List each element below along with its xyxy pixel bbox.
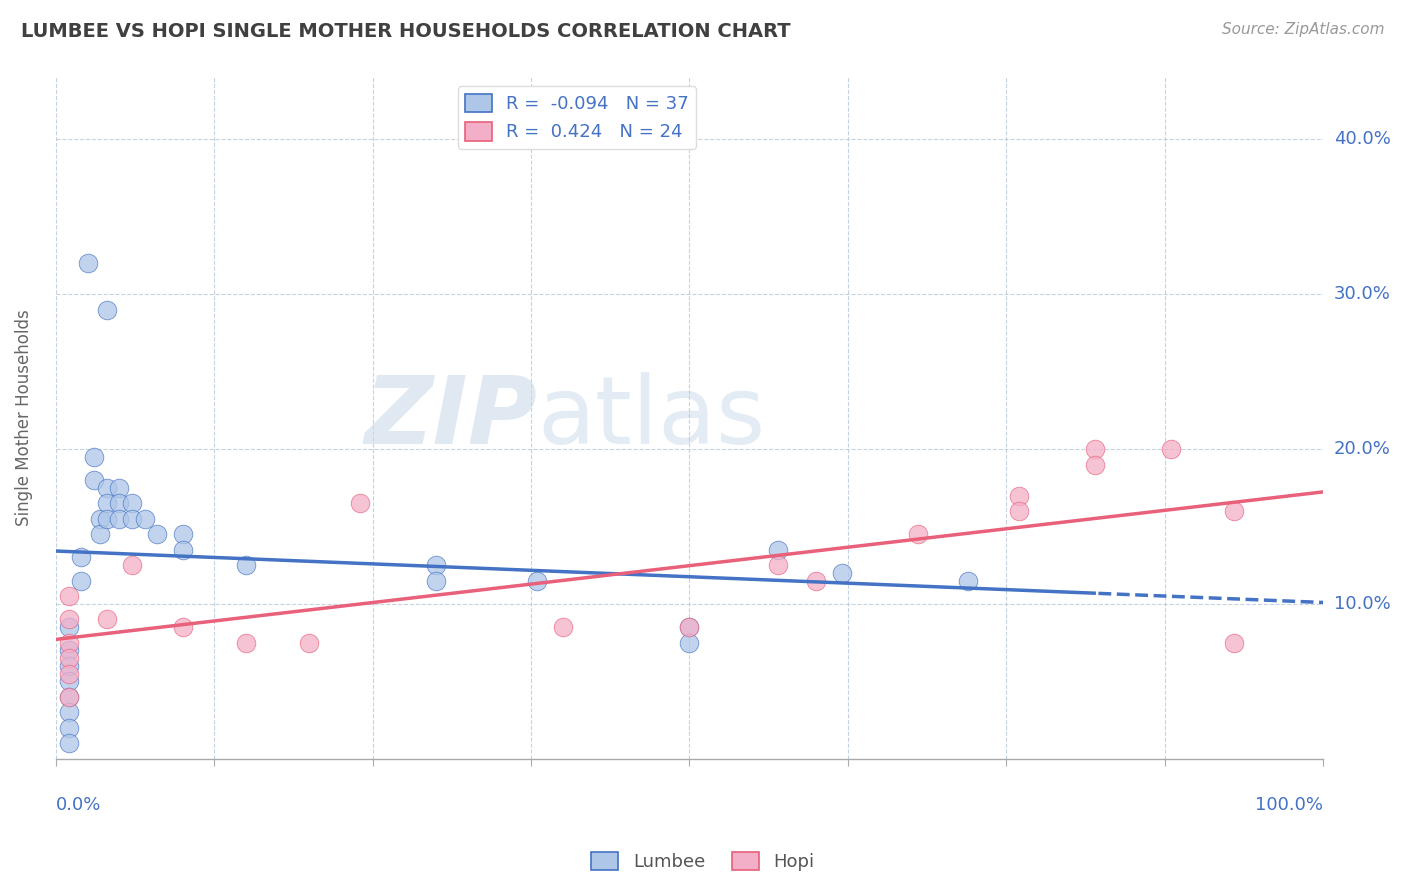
Point — [58, 690, 80, 704]
Point — [831, 566, 853, 580]
Legend: Lumbee, Hopi: Lumbee, Hopi — [583, 845, 823, 879]
Point — [804, 574, 827, 588]
Point — [121, 512, 143, 526]
Point — [235, 558, 257, 573]
Point — [83, 450, 105, 464]
Point — [766, 558, 789, 573]
Point — [58, 620, 80, 634]
Point — [83, 473, 105, 487]
Point — [58, 612, 80, 626]
Point — [172, 620, 194, 634]
Point — [96, 512, 118, 526]
Point — [58, 690, 80, 704]
Y-axis label: Single Mother Households: Single Mother Households — [15, 310, 32, 526]
Point — [58, 674, 80, 689]
Point — [678, 635, 700, 649]
Text: 0.0%: 0.0% — [56, 797, 101, 814]
Point — [766, 542, 789, 557]
Text: 30.0%: 30.0% — [1334, 285, 1391, 303]
Point — [58, 643, 80, 657]
Point — [425, 574, 447, 588]
Point — [551, 620, 574, 634]
Point — [58, 658, 80, 673]
Point — [89, 512, 111, 526]
Legend: R =  -0.094   N = 37, R =  0.424   N = 24: R = -0.094 N = 37, R = 0.424 N = 24 — [458, 87, 696, 149]
Point — [1008, 489, 1031, 503]
Point — [121, 558, 143, 573]
Point — [58, 721, 80, 735]
Point — [108, 496, 131, 510]
Point — [349, 496, 371, 510]
Point — [58, 635, 80, 649]
Point — [70, 574, 93, 588]
Point — [96, 612, 118, 626]
Point — [678, 620, 700, 634]
Point — [678, 620, 700, 634]
Text: 100.0%: 100.0% — [1256, 797, 1323, 814]
Point — [172, 542, 194, 557]
Point — [134, 512, 156, 526]
Point — [957, 574, 980, 588]
Point — [425, 558, 447, 573]
Point — [58, 651, 80, 665]
Point — [1084, 458, 1107, 472]
Point — [1084, 442, 1107, 456]
Point — [108, 512, 131, 526]
Text: Source: ZipAtlas.com: Source: ZipAtlas.com — [1222, 22, 1385, 37]
Point — [1160, 442, 1182, 456]
Point — [96, 481, 118, 495]
Point — [58, 736, 80, 750]
Point — [526, 574, 548, 588]
Point — [235, 635, 257, 649]
Point — [96, 496, 118, 510]
Text: 10.0%: 10.0% — [1334, 595, 1391, 613]
Point — [76, 256, 98, 270]
Point — [1008, 504, 1031, 518]
Point — [96, 302, 118, 317]
Text: LUMBEE VS HOPI SINGLE MOTHER HOUSEHOLDS CORRELATION CHART: LUMBEE VS HOPI SINGLE MOTHER HOUSEHOLDS … — [21, 22, 790, 41]
Point — [58, 666, 80, 681]
Point — [907, 527, 929, 541]
Point — [1223, 504, 1246, 518]
Point — [121, 496, 143, 510]
Point — [70, 550, 93, 565]
Point — [298, 635, 321, 649]
Point — [58, 706, 80, 720]
Text: 20.0%: 20.0% — [1334, 440, 1391, 458]
Point — [146, 527, 169, 541]
Point — [108, 481, 131, 495]
Text: ZIP: ZIP — [364, 372, 537, 464]
Point — [1223, 635, 1246, 649]
Point — [58, 589, 80, 603]
Point — [172, 527, 194, 541]
Text: 40.0%: 40.0% — [1334, 130, 1391, 148]
Point — [89, 527, 111, 541]
Text: atlas: atlas — [537, 372, 766, 464]
